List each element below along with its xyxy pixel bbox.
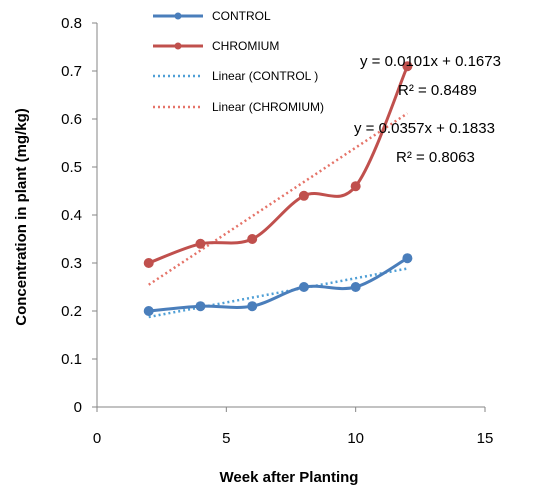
x-tick-label: 5 — [222, 430, 230, 447]
y-tick-label: 0.1 — [61, 351, 82, 368]
legend-label-linear-control: Linear (CONTROL ) — [212, 69, 318, 83]
legend-label-chromium: CHROMIUM — [212, 39, 279, 53]
data-point-chromium[interactable] — [298, 190, 309, 201]
legend-marker-control — [174, 12, 182, 20]
x-axis-title: Week after Planting — [220, 469, 359, 486]
y-tick-label: 0.5 — [61, 159, 82, 176]
data-point-chromium[interactable] — [402, 61, 413, 72]
data-series — [143, 61, 413, 316]
legend-item-chromium[interactable]: CHROMIUM — [153, 39, 279, 53]
data-point-control[interactable] — [402, 253, 413, 264]
trendline-1 — [148, 112, 409, 286]
x-tick-label: 10 — [347, 430, 364, 447]
legend-marker-chromium — [174, 42, 182, 50]
data-point-chromium[interactable] — [350, 181, 361, 192]
trendline-0 — [148, 267, 408, 319]
trend-equation-control: y = 0.0101x + 0.1673 — [360, 53, 501, 70]
legend-label-linear-chromium: Linear (CHROMIUM) — [212, 100, 324, 114]
y-axis-ticks: 0 0.1 0.2 0.3 0.4 0.5 0.6 0.7 0.8 — [61, 15, 97, 416]
y-axis-title: Concentration in plant (mg/kg) — [13, 108, 30, 326]
y-tick-label: 0.2 — [61, 303, 82, 320]
data-point-control[interactable] — [195, 301, 206, 312]
legend: CONTROL CHROMIUM Linear (CONTROL ) Linea… — [153, 9, 324, 114]
data-point-control[interactable] — [298, 282, 309, 292]
data-point-chromium[interactable] — [143, 258, 154, 268]
data-point-control[interactable] — [247, 301, 258, 312]
trend-r2-control: R² = 0.8489 — [398, 82, 477, 99]
y-tick-label: 0.3 — [61, 255, 82, 272]
data-point-control[interactable] — [143, 306, 154, 316]
y-tick-label: 0 — [74, 399, 82, 416]
data-point-chromium[interactable] — [247, 234, 258, 244]
data-point-control[interactable] — [350, 282, 361, 292]
legend-label-control: CONTROL — [212, 9, 271, 23]
legend-item-linear-chromium[interactable]: Linear (CHROMIUM) — [153, 100, 324, 114]
legend-item-linear-control[interactable]: Linear (CONTROL ) — [153, 69, 318, 83]
series-line-chromium — [148, 65, 409, 265]
data-point-chromium[interactable] — [195, 238, 206, 249]
x-tick-label: 0 — [93, 430, 101, 447]
series-line-control — [148, 256, 409, 313]
y-tick-label: 0.8 — [61, 15, 82, 32]
trendlines — [148, 112, 409, 319]
trend-equation-chromium: y = 0.0357x + 0.1833 — [354, 120, 495, 137]
y-tick-label: 0.4 — [61, 207, 82, 224]
trend-r2-chromium: R² = 0.8063 — [396, 149, 475, 166]
y-tick-label: 0.6 — [61, 111, 82, 128]
x-axis-ticks: 0 5 10 15 — [93, 407, 494, 447]
legend-item-control[interactable]: CONTROL — [153, 9, 271, 23]
x-tick-label: 15 — [477, 430, 494, 447]
y-tick-label: 0.7 — [61, 63, 82, 80]
